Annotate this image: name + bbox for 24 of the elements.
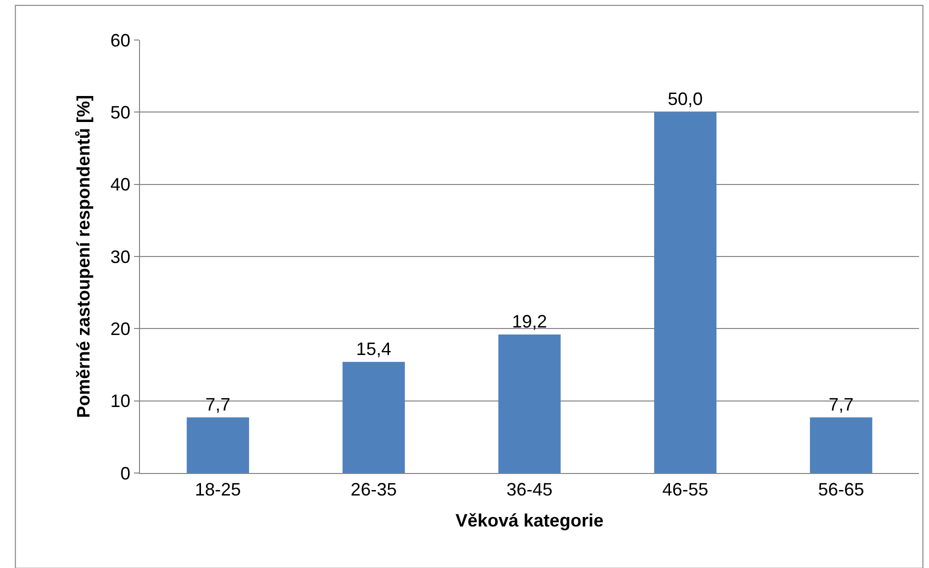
y-tick-label: 20 <box>110 318 130 339</box>
x-tick-label: 46-55 <box>662 480 708 500</box>
y-tick-label: 30 <box>110 246 130 267</box>
y-tick-label: 40 <box>110 174 130 195</box>
y-tick-label: 60 <box>110 30 130 50</box>
bar <box>342 362 405 473</box>
data-label: 15,4 <box>356 338 392 359</box>
y-tick-label: 0 <box>120 463 130 484</box>
bar <box>810 417 872 473</box>
y-tick-label: 50 <box>110 102 130 122</box>
data-label: 7,7 <box>828 394 854 414</box>
x-tick-label: 18-25 <box>194 480 241 500</box>
data-label: 7,7 <box>205 394 230 414</box>
data-label: 19,2 <box>512 311 548 332</box>
y-tick-label: 10 <box>110 391 130 412</box>
x-tick-label: 26-35 <box>350 480 397 500</box>
bar <box>186 417 250 473</box>
bar <box>654 112 716 473</box>
bar <box>498 334 561 473</box>
x-tick-label: 56-65 <box>818 480 864 500</box>
x-axis-title: Věková kategorie <box>455 510 604 531</box>
data-label: 50,0 <box>668 89 703 110</box>
x-tick-label: 36-45 <box>506 480 553 500</box>
y-axis-title: Poměrné zastoupení respondentů [%] <box>74 94 94 418</box>
